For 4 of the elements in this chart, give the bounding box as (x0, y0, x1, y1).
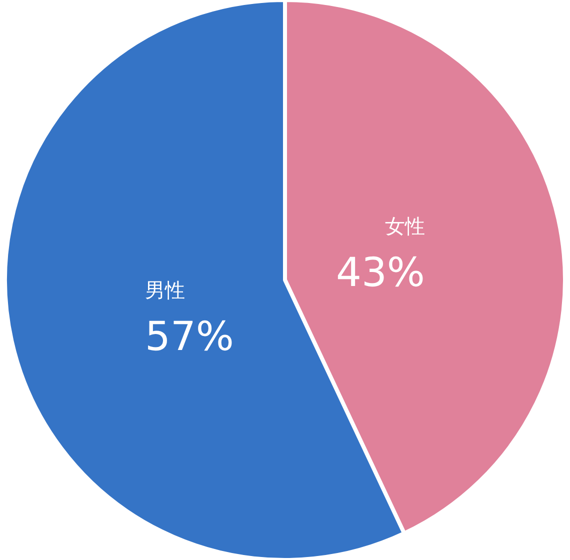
data-label: 43% (336, 250, 425, 296)
slice-label: 男性 (145, 278, 185, 302)
data-label: 57% (145, 314, 234, 360)
slice-label: 女性 (385, 214, 425, 238)
